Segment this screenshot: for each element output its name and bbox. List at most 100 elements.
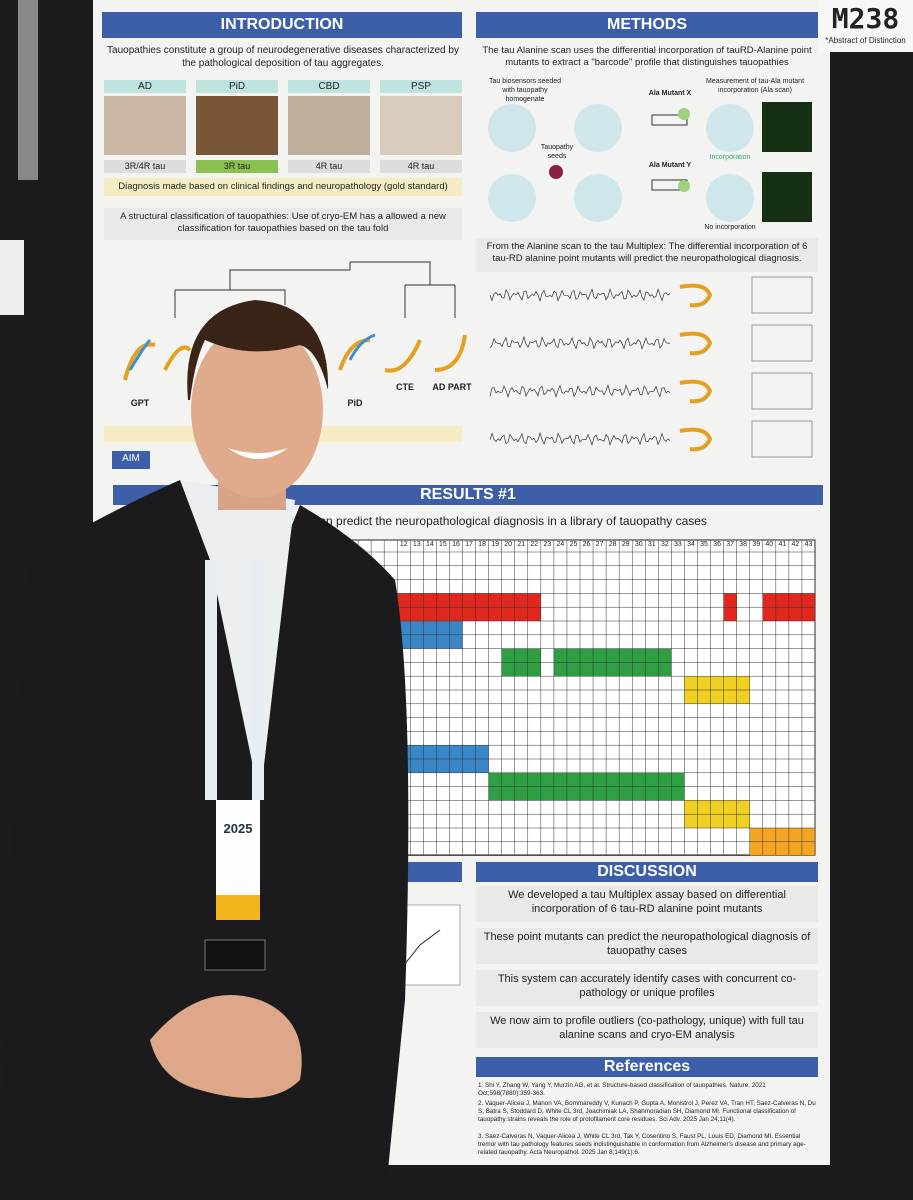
section-title: References: [603, 1058, 691, 1075]
column-header: 13: [412, 541, 421, 548]
plot-frame: [751, 324, 813, 362]
badge-year: 2025: [224, 821, 253, 836]
header-bar: [476, 862, 818, 882]
diagram-label: Incorporation: [709, 154, 751, 161]
shirt: [180, 480, 295, 800]
panel-tau: 4R tau: [315, 161, 343, 171]
fold: [679, 427, 713, 452]
column-header: 21: [517, 541, 526, 548]
panel-tau: 3R tau: [223, 161, 251, 171]
leaf-label: AD PART: [432, 382, 472, 392]
jacket: [0, 480, 409, 1200]
header-bar: [476, 1057, 818, 1077]
column-header: 22: [530, 541, 539, 548]
diagnosis: Diagnosis made based on clinical finding…: [118, 181, 448, 192]
panel-tau: 3R/4R tau: [124, 161, 166, 171]
panel-label: PSP: [410, 81, 431, 92]
column-header: 15: [439, 541, 447, 548]
column-header: 28: [608, 541, 617, 548]
column-header: 29: [621, 541, 630, 548]
discussion-boxes: [476, 886, 818, 1048]
badge-note: *Abstract of Distinction: [825, 36, 906, 45]
diagram-label: No incorporation: [704, 224, 756, 231]
column-header: 26: [582, 541, 591, 548]
column-header: 19: [491, 541, 500, 548]
aim-label: AIM: [122, 453, 140, 464]
column-header: 30: [634, 541, 643, 548]
section-title: INTRODUCTION: [220, 16, 344, 33]
plot-frame: [751, 276, 813, 314]
column-header: 43: [804, 541, 813, 548]
column-header: 37: [726, 541, 735, 548]
column-header: 35: [700, 541, 708, 548]
column-header: 23: [543, 541, 552, 548]
column-header: 17: [465, 541, 473, 548]
panel-label: CBD: [318, 81, 340, 92]
badge-ribbon: [216, 895, 260, 920]
column-header: 39: [752, 541, 761, 548]
lanyard: [252, 560, 264, 800]
column-header: 42: [791, 541, 800, 548]
column-header: 14: [425, 541, 434, 548]
fold: [679, 379, 713, 404]
column-header: 38: [739, 541, 748, 548]
trace: [489, 383, 671, 399]
column-header: 36: [713, 541, 721, 548]
badge-code: M238: [831, 2, 900, 35]
header-bar: [476, 12, 818, 38]
column-header: 18: [478, 541, 486, 548]
diagram-label: Ala Mutant X: [648, 90, 692, 97]
panel-label: AD: [138, 81, 152, 92]
panel-label: PiD: [228, 81, 246, 92]
column-header: 12: [399, 541, 408, 548]
reference: 1. Shi Y, Zhang W, Yang Y, Murzin AG, et…: [478, 1082, 766, 1097]
diagram-label: Measurement of tau-Ala mutant incorporat…: [705, 78, 805, 94]
column-header: 24: [556, 541, 565, 548]
header-bar: [102, 12, 462, 38]
leaf-label: GPT: [130, 398, 150, 408]
column-header: 20: [504, 541, 513, 548]
paper-scrap: [0, 240, 24, 315]
discussion-item: We developed a tau Multiplex assay based…: [508, 889, 786, 915]
column-header: 32: [660, 541, 669, 548]
results-grid: [344, 539, 816, 856]
classification: A structural classification of tauopathi…: [120, 211, 446, 234]
column-header: 41: [778, 541, 787, 548]
tree: [123, 261, 467, 381]
section-title: RESULTS #1: [420, 486, 516, 503]
trace: [489, 431, 671, 447]
belt: [204, 939, 266, 971]
trace: [489, 335, 671, 351]
discussion-item: These point mutants can predict the neur…: [483, 931, 811, 957]
column-header: 16: [452, 541, 460, 548]
intro-text: Tauopathies constitute a group of neurod…: [107, 45, 459, 69]
hands: [150, 995, 302, 1098]
reference: 2. Vaquer-Alicea J, Manon VA, Bommareddy…: [478, 1100, 816, 1123]
diagram-label: Tau biosensors seeded with tauopathy hom…: [489, 78, 561, 103]
face: [191, 322, 323, 498]
section-title: DISCUSSION: [597, 863, 697, 880]
multiplex-text: From the Alanine scan to the tau Multipl…: [486, 241, 808, 264]
leaf-label: PiD: [347, 398, 363, 408]
badge-card: [818, 0, 913, 52]
hair: [187, 300, 329, 400]
column-header: 33: [674, 541, 682, 548]
fold: [679, 283, 713, 308]
pole: [18, 0, 38, 180]
reference: 3. Saez-Calveras N, Vaquer-Alicea J, Whi…: [478, 1133, 806, 1156]
panel-images: [104, 80, 462, 469]
panel-tau: 4R tau: [407, 161, 435, 171]
column-header: 25: [569, 541, 578, 548]
discussion-item: This system can accurately identify case…: [497, 973, 797, 999]
column-header: 34: [687, 541, 695, 548]
results-text: tem can predict the neuropathological di…: [290, 514, 707, 528]
fold: [679, 331, 713, 356]
diagram-label: Ala Mutant Y: [648, 162, 692, 169]
column-header: 27: [595, 541, 604, 548]
plot-frame: [751, 420, 813, 458]
section-title: METHODS: [607, 16, 687, 33]
column-header: 31: [647, 541, 656, 548]
methods-diagram: [476, 102, 818, 272]
